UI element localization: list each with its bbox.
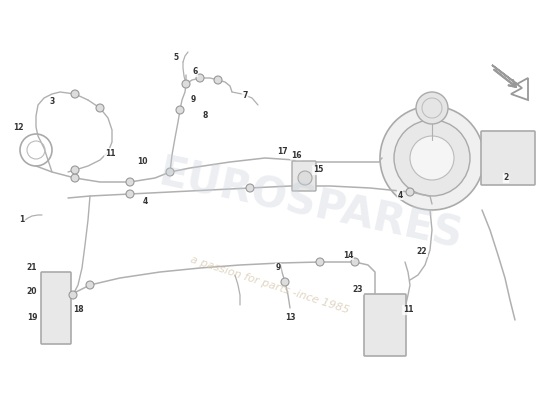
Circle shape xyxy=(126,190,134,198)
Text: 7: 7 xyxy=(243,90,248,100)
Circle shape xyxy=(416,92,448,124)
Circle shape xyxy=(214,76,222,84)
Circle shape xyxy=(281,278,289,286)
Text: 18: 18 xyxy=(73,306,83,314)
Text: 3: 3 xyxy=(50,98,54,106)
FancyBboxPatch shape xyxy=(364,294,406,356)
Circle shape xyxy=(406,188,414,196)
Text: 23: 23 xyxy=(353,286,363,294)
Text: 4: 4 xyxy=(142,198,147,206)
Text: 15: 15 xyxy=(313,166,323,174)
Circle shape xyxy=(166,168,174,176)
Text: 2: 2 xyxy=(503,174,509,182)
Circle shape xyxy=(71,166,79,174)
Text: 9: 9 xyxy=(190,96,196,104)
Circle shape xyxy=(86,281,94,289)
Circle shape xyxy=(394,120,470,196)
Text: 13: 13 xyxy=(285,314,295,322)
Text: 16: 16 xyxy=(291,150,301,160)
Text: 14: 14 xyxy=(343,250,353,260)
Text: 8: 8 xyxy=(202,110,208,120)
Circle shape xyxy=(298,171,312,185)
Text: 10: 10 xyxy=(137,158,147,166)
Text: 6: 6 xyxy=(192,68,197,76)
Circle shape xyxy=(126,178,134,186)
Text: 9: 9 xyxy=(276,264,280,272)
Circle shape xyxy=(351,258,359,266)
Text: 1: 1 xyxy=(19,216,25,224)
Text: 11: 11 xyxy=(403,306,413,314)
Text: EUROSPARES: EUROSPARES xyxy=(154,152,466,258)
Text: 17: 17 xyxy=(277,148,287,156)
Circle shape xyxy=(410,136,454,180)
FancyBboxPatch shape xyxy=(41,272,71,344)
Circle shape xyxy=(71,174,79,182)
Circle shape xyxy=(176,106,184,114)
Text: a passion for parts -ince 1985: a passion for parts -ince 1985 xyxy=(189,254,351,316)
FancyBboxPatch shape xyxy=(481,131,535,185)
Text: 4: 4 xyxy=(397,190,403,200)
Text: 19: 19 xyxy=(27,314,37,322)
Text: 21: 21 xyxy=(27,264,37,272)
Circle shape xyxy=(182,80,190,88)
Text: 12: 12 xyxy=(13,124,23,132)
Circle shape xyxy=(96,104,104,112)
Text: 20: 20 xyxy=(27,288,37,296)
Text: 5: 5 xyxy=(173,54,179,62)
Circle shape xyxy=(246,184,254,192)
Text: 22: 22 xyxy=(417,248,427,256)
Circle shape xyxy=(71,90,79,98)
Text: 11: 11 xyxy=(104,148,116,158)
FancyBboxPatch shape xyxy=(292,161,316,191)
Circle shape xyxy=(380,106,484,210)
Circle shape xyxy=(196,74,204,82)
Circle shape xyxy=(69,291,77,299)
Circle shape xyxy=(316,258,324,266)
